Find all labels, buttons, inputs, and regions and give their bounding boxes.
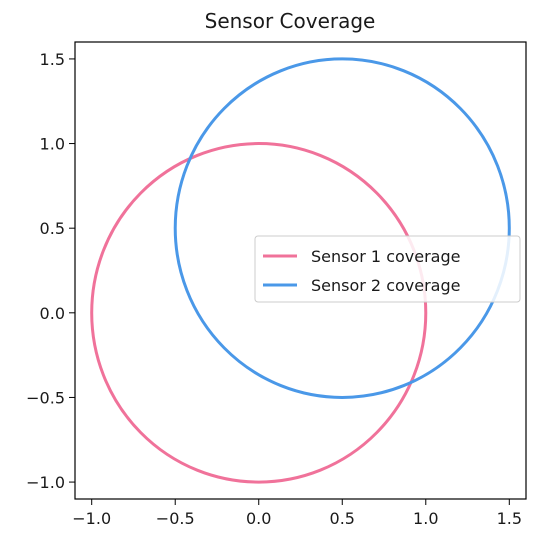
y-tick-label: 1.5 — [40, 50, 65, 69]
x-tick-label: 1.0 — [413, 509, 438, 528]
legend-label-sensor-1: Sensor 1 coverage — [311, 247, 460, 266]
chart-title: Sensor Coverage — [205, 9, 376, 33]
x-axis: −1.0 −0.5 0.0 0.5 1.0 1.5 — [72, 499, 522, 528]
x-tick-label: 1.5 — [497, 509, 522, 528]
legend: Sensor 1 coverage Sensor 2 coverage — [254, 235, 521, 303]
x-tick-label: 0.5 — [330, 509, 355, 528]
plot-frame — [74, 41, 527, 500]
legend-box — [254, 235, 521, 303]
x-tick-label: 0.0 — [246, 509, 271, 528]
y-tick-label: −0.5 — [26, 388, 65, 407]
sensor-1-coverage-circle — [90, 142, 428, 484]
legend-label-sensor-2: Sensor 2 coverage — [311, 276, 460, 295]
x-tick-label: −1.0 — [72, 509, 111, 528]
y-tick-label: 1.0 — [40, 135, 65, 154]
y-tick-label: 0.5 — [40, 219, 65, 238]
y-tick-label: 0.0 — [40, 304, 65, 323]
y-tick-label: −1.0 — [26, 473, 65, 492]
series-layer — [90, 57, 511, 484]
y-axis: −1.0 −0.5 0.0 0.5 1.0 1.5 — [26, 50, 75, 492]
x-tick-label: −0.5 — [156, 509, 195, 528]
sensor-2-coverage-circle — [173, 57, 511, 399]
